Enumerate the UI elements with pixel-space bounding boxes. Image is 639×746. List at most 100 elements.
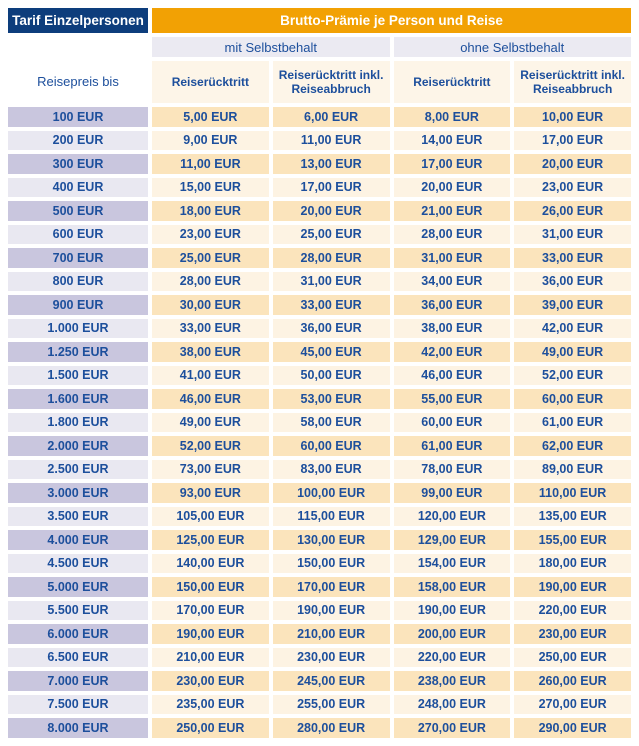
premium-cell: 73,00 EUR — [152, 459, 269, 479]
premium-cell: 154,00 EUR — [393, 553, 511, 573]
trip-price-cell: 5.000 EUR — [8, 577, 148, 597]
group-with-deductible: mit Selbstbehalt — [152, 37, 390, 57]
trip-price-cell: 1.500 EUR — [8, 365, 148, 385]
premium-cell: 52,00 EUR — [514, 365, 631, 385]
premium-cell: 31,00 EUR — [272, 271, 390, 291]
premium-cell: 100,00 EUR — [272, 483, 390, 503]
premium-cell: 31,00 EUR — [514, 224, 631, 244]
premium-cell: 36,00 EUR — [514, 271, 631, 291]
deductible-group-row: mit Selbstbehalt ohne Selbstbehalt — [8, 37, 631, 57]
premium-cell: 10,00 EUR — [514, 107, 631, 127]
premium-cell: 58,00 EUR — [272, 412, 390, 432]
premium-cell: 255,00 EUR — [272, 694, 390, 714]
premium-cell: 83,00 EUR — [272, 459, 390, 479]
trip-price-cell: 2.500 EUR — [8, 459, 148, 479]
table-row: 700 EUR 25,00 EUR 28,00 EUR 31,00 EUR 33,00 … — [8, 248, 631, 268]
premium-cell: 38,00 EUR — [393, 318, 511, 338]
title-row: Tarif Einzelpersonen Brutto-Prämie je Pe… — [8, 8, 631, 33]
premium-cell: 78,00 EUR — [393, 459, 511, 479]
premium-cell: 18,00 EUR — [152, 201, 269, 221]
premium-cell: 28,00 EUR — [393, 224, 511, 244]
premium-cell: 36,00 EUR — [393, 295, 511, 315]
premium-cell: 60,00 EUR — [272, 436, 390, 456]
premium-cell: 245,00 EUR — [272, 671, 390, 691]
tariff-title: Tarif Einzelpersonen — [8, 8, 148, 33]
column-header-row: Reisepreis bis Reiserücktritt Reiserückt… — [8, 61, 631, 103]
premium-cell: 60,00 EUR — [514, 389, 631, 409]
premium-cell: 20,00 EUR — [393, 177, 511, 197]
premium-cell: 135,00 EUR — [514, 506, 631, 526]
premium-cell: 230,00 EUR — [152, 671, 269, 691]
premium-cell: 210,00 EUR — [272, 624, 390, 644]
tariff-table: Tarif Einzelpersonen Brutto-Prämie je Pe… — [4, 4, 635, 742]
premium-cell: 42,00 EUR — [514, 318, 631, 338]
premium-cell: 23,00 EUR — [514, 177, 631, 197]
premium-cell: 45,00 EUR — [272, 342, 390, 362]
premium-title: Brutto-Prämie je Person und Reise — [152, 8, 631, 33]
premium-cell: 260,00 EUR — [514, 671, 631, 691]
premium-cell: 11,00 EUR — [152, 154, 269, 174]
premium-cell: 55,00 EUR — [393, 389, 511, 409]
trip-price-cell: 5.500 EUR — [8, 600, 148, 620]
premium-cell: 150,00 EUR — [272, 553, 390, 573]
premium-cell: 170,00 EUR — [272, 577, 390, 597]
table-row: 1.500 EUR 41,00 EUR 50,00 EUR 46,00 EUR 52,0… — [8, 365, 631, 385]
trip-price-cell: 900 EUR — [8, 295, 148, 315]
premium-cell: 230,00 EUR — [272, 647, 390, 667]
premium-cell: 93,00 EUR — [152, 483, 269, 503]
group-without-deductible: ohne Selbstbehalt — [393, 37, 631, 57]
premium-cell: 180,00 EUR — [514, 553, 631, 573]
table-row: 2.500 EUR 73,00 EUR 83,00 EUR 78,00 EUR 89,0… — [8, 459, 631, 479]
premium-cell: 53,00 EUR — [272, 389, 390, 409]
premium-cell: 17,00 EUR — [393, 154, 511, 174]
premium-cell: 31,00 EUR — [393, 248, 511, 268]
column-header-cancellation-with: Reiserücktritt — [152, 61, 269, 103]
premium-cell: 38,00 EUR — [152, 342, 269, 362]
premium-cell: 190,00 EUR — [272, 600, 390, 620]
table-row: 400 EUR 15,00 EUR 17,00 EUR 20,00 EUR 23,00 … — [8, 177, 631, 197]
premium-cell: 280,00 EUR — [272, 718, 390, 738]
table-row: 800 EUR 28,00 EUR 31,00 EUR 34,00 EUR 36,00 … — [8, 271, 631, 291]
premium-cell: 158,00 EUR — [393, 577, 511, 597]
table-row: 5.000 EUR 150,00 EUR 170,00 EUR 158,00 EUR 1… — [8, 577, 631, 597]
trip-price-cell: 8.000 EUR — [8, 718, 148, 738]
premium-cell: 14,00 EUR — [393, 130, 511, 150]
spacer-cell — [8, 37, 148, 57]
trip-price-cell: 500 EUR — [8, 201, 148, 221]
premium-cell: 62,00 EUR — [514, 436, 631, 456]
premium-cell: 60,00 EUR — [393, 412, 511, 432]
premium-cell: 46,00 EUR — [393, 365, 511, 385]
premium-cell: 39,00 EUR — [514, 295, 631, 315]
premium-cell: 17,00 EUR — [514, 130, 631, 150]
premium-cell: 170,00 EUR — [152, 600, 269, 620]
premium-cell: 36,00 EUR — [272, 318, 390, 338]
table-row: 1.000 EUR 33,00 EUR 36,00 EUR 38,00 EUR 42,0… — [8, 318, 631, 338]
table-row: 3.000 EUR 93,00 EUR 100,00 EUR 99,00 EUR 110… — [8, 483, 631, 503]
premium-cell: 220,00 EUR — [514, 600, 631, 620]
table-row: 600 EUR 23,00 EUR 25,00 EUR 28,00 EUR 31,00 … — [8, 224, 631, 244]
table-row: 4.500 EUR 140,00 EUR 150,00 EUR 154,00 EUR 1… — [8, 553, 631, 573]
column-header-cancellation-curtailment-with: Reiserücktritt inkl. Reiseabbruch — [272, 61, 390, 103]
trip-price-cell: 4.500 EUR — [8, 553, 148, 573]
premium-cell: 9,00 EUR — [152, 130, 269, 150]
premium-cell: 46,00 EUR — [152, 389, 269, 409]
table-row: 2.000 EUR 52,00 EUR 60,00 EUR 61,00 EUR 62,0… — [8, 436, 631, 456]
premium-cell: 250,00 EUR — [514, 647, 631, 667]
trip-price-cell: 1.800 EUR — [8, 412, 148, 432]
premium-cell: 17,00 EUR — [272, 177, 390, 197]
premium-cell: 200,00 EUR — [393, 624, 511, 644]
trip-price-cell: 1.600 EUR — [8, 389, 148, 409]
premium-cell: 61,00 EUR — [514, 412, 631, 432]
premium-cell: 41,00 EUR — [152, 365, 269, 385]
premium-cell: 11,00 EUR — [272, 130, 390, 150]
table-row: 5.500 EUR 170,00 EUR 190,00 EUR 190,00 EUR 2… — [8, 600, 631, 620]
premium-cell: 50,00 EUR — [272, 365, 390, 385]
premium-cell: 21,00 EUR — [393, 201, 511, 221]
premium-cell: 33,00 EUR — [272, 295, 390, 315]
trip-price-cell: 6.500 EUR — [8, 647, 148, 667]
trip-price-cell: 700 EUR — [8, 248, 148, 268]
premium-cell: 13,00 EUR — [272, 154, 390, 174]
premium-cell: 155,00 EUR — [514, 530, 631, 550]
trip-price-cell: 1.000 EUR — [8, 318, 148, 338]
premium-cell: 235,00 EUR — [152, 694, 269, 714]
